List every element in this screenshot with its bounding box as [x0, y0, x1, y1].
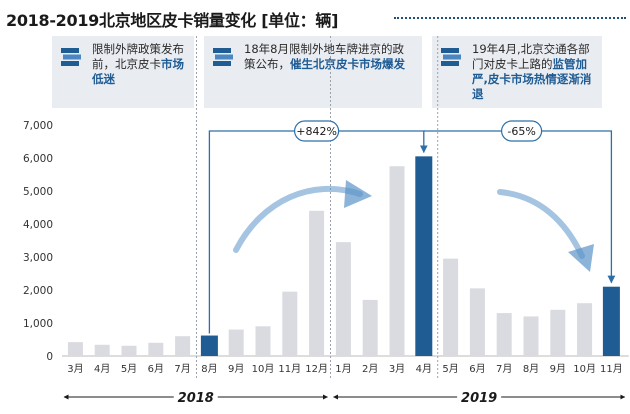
book-stack-icon: [59, 46, 83, 72]
book-stack-icon: [439, 46, 463, 72]
x-tick-label: 10月: [573, 363, 596, 375]
bar: [415, 156, 433, 356]
bar: [148, 342, 164, 356]
callout-text-2: 18年8月限制外地车牌进京的政策公布，催生北京皮卡市场爆发: [244, 42, 405, 71]
bar: [255, 326, 271, 356]
rising-trend-arrow: [233, 185, 363, 253]
callout-text-1: 限制外牌政策发布前，北京皮卡市场低迷: [92, 42, 184, 86]
x-tick-label: 9月: [228, 363, 244, 375]
bar: [335, 242, 351, 356]
x-tick-label: 7月: [496, 363, 512, 375]
bar: [469, 288, 485, 356]
bar: [443, 258, 459, 356]
y-tick-label: 1,000: [23, 318, 53, 330]
year-label-2019: 2019: [461, 391, 497, 406]
x-tick-label: 10月: [252, 363, 275, 375]
bar: [67, 342, 83, 356]
change-label-decrease: -65%: [507, 125, 535, 138]
x-tick-label: 2月: [362, 363, 378, 375]
x-tick-label: 12月: [305, 363, 328, 375]
title-dotted-rule: [394, 17, 626, 19]
bar: [228, 329, 244, 356]
callout-box-1: 限制外牌政策发布前，北京皮卡市场低迷: [52, 36, 194, 108]
bar: [602, 286, 620, 356]
y-tick-label: 0: [46, 351, 53, 363]
y-tick-label: 7,000: [23, 120, 53, 132]
x-tick-label: 6月: [469, 363, 485, 375]
x-tick-label: 8月: [523, 363, 539, 375]
x-tick-label: 5月: [121, 363, 137, 375]
callout-text-3: 19年4月,北京交通各部门对皮卡上路的监管加严,皮卡市场热情逐渐消退: [472, 42, 592, 101]
x-tick-label: 5月: [442, 363, 458, 375]
change-label-pill: [294, 120, 340, 142]
bracket-decrease: [423, 130, 616, 284]
bar: [121, 345, 137, 356]
change-label-pill: [501, 120, 543, 142]
x-tick-label: 6月: [148, 363, 164, 375]
x-tick-label: 7月: [174, 363, 190, 375]
change-label-increase: +842%: [296, 125, 337, 138]
bar: [523, 316, 539, 356]
bar: [175, 336, 191, 356]
bar: [577, 303, 593, 356]
x-tick-label: 3月: [389, 363, 405, 375]
x-tick-label: 3月: [67, 363, 83, 375]
book-stack-icon: [211, 46, 235, 72]
bar: [389, 166, 405, 356]
x-tick-label: 4月: [94, 363, 110, 375]
y-tick-label: 4,000: [23, 219, 53, 231]
x-tick-label: 11月: [278, 363, 301, 375]
chart-title: 2018-2019北京地区皮卡销量变化 [单位：辆]: [6, 11, 339, 30]
bar: [362, 299, 378, 356]
y-tick-label: 2,000: [23, 285, 53, 297]
bar: [94, 344, 110, 356]
x-tick-label: 8月: [201, 363, 217, 375]
bar: [550, 309, 566, 356]
callout-box-3: 19年4月,北京交通各部门对皮卡上路的监管加严,皮卡市场热情逐渐消退: [432, 36, 602, 108]
falling-trend-arrowhead: [568, 244, 594, 272]
x-tick-label: 9月: [550, 363, 566, 375]
bar: [282, 291, 298, 356]
x-tick-label: 1月: [335, 363, 351, 375]
rising-trend-arrowhead: [344, 180, 372, 208]
x-tick-label: 11月: [600, 363, 623, 375]
callout-box-2: 18年8月限制外地车牌进京的政策公布，催生北京皮卡市场爆发: [204, 36, 422, 108]
falling-trend-arrow: [497, 189, 585, 259]
bar: [496, 313, 512, 356]
x-tick-label: 4月: [416, 363, 432, 375]
y-tick-label: 3,000: [23, 252, 53, 264]
year-label-2018: 2018: [178, 391, 214, 406]
bar: [200, 335, 218, 356]
y-tick-label: 6,000: [23, 153, 53, 165]
y-tick-label: 5,000: [23, 186, 53, 198]
bar: [309, 210, 325, 356]
